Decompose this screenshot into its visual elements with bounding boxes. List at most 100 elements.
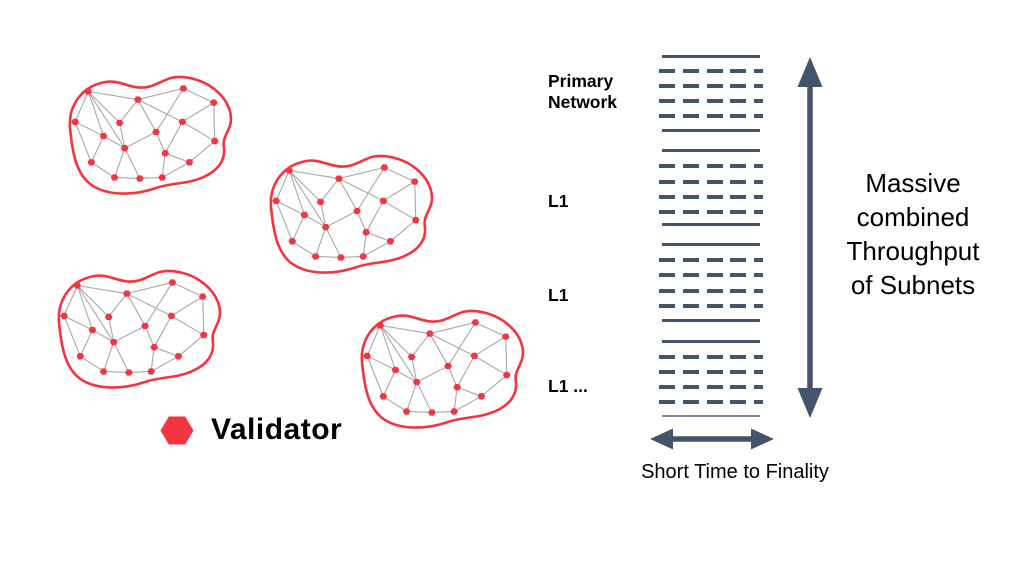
network-edge	[379, 325, 413, 358]
validator-node	[199, 331, 208, 339]
validator-node	[120, 145, 129, 152]
network-edge	[74, 121, 92, 163]
block-boundary-line	[662, 223, 760, 226]
network-edge	[304, 214, 326, 228]
transaction-dash	[659, 164, 675, 168]
transaction-dash	[730, 258, 747, 262]
transaction-dash	[682, 195, 699, 199]
validator-node	[158, 174, 166, 181]
network-edge	[153, 346, 179, 357]
network-edge	[474, 336, 507, 357]
validator-node	[179, 85, 188, 92]
network-edge	[76, 285, 93, 331]
transaction-dash	[706, 210, 723, 214]
validator-node	[471, 319, 480, 326]
validator-node	[161, 150, 170, 157]
validator-node	[150, 344, 159, 351]
network-edge	[292, 240, 316, 257]
validator-node	[353, 207, 361, 215]
transaction-dash	[682, 258, 699, 262]
transaction-dash	[682, 164, 699, 168]
network-edge	[124, 147, 141, 179]
validator-node	[198, 293, 207, 300]
validator-node	[412, 379, 421, 386]
network-edge	[453, 395, 482, 412]
network-edge	[447, 322, 476, 367]
validator-node	[285, 167, 294, 174]
validator-node	[428, 409, 436, 416]
transaction-dash	[730, 69, 747, 73]
network-edge	[171, 296, 204, 317]
validator-node	[470, 352, 479, 359]
validator-node	[84, 88, 93, 95]
network-edge	[189, 140, 216, 163]
transaction-dash	[730, 304, 747, 308]
network-edge	[288, 170, 327, 228]
transaction-dash	[659, 385, 675, 389]
validator-icon	[160, 416, 194, 444]
block-boundary-line	[662, 319, 760, 322]
block-boundary-line	[662, 129, 760, 132]
throughput-line: Throughput	[846, 236, 980, 266]
transaction-dash	[754, 258, 763, 262]
section-label-line: Network	[548, 91, 618, 112]
network-edge	[366, 355, 384, 397]
validator-node	[316, 198, 325, 205]
validator-node	[288, 238, 297, 245]
transaction-dash	[706, 164, 723, 168]
transaction-dash	[730, 273, 747, 277]
network-edge	[481, 374, 508, 397]
transaction-dash	[682, 180, 699, 184]
network-edge	[315, 255, 341, 259]
network-edge	[114, 147, 126, 178]
transaction-dash	[754, 69, 763, 73]
network-edge	[103, 341, 115, 372]
validator-node	[379, 197, 388, 204]
section-label: L1	[548, 285, 568, 306]
validator-node	[178, 118, 187, 125]
transaction-dash	[706, 355, 723, 359]
validator-node	[402, 408, 411, 415]
network-edge	[119, 99, 139, 124]
transaction-dash	[682, 370, 699, 374]
network-edge	[155, 88, 184, 133]
transaction-dash	[730, 84, 747, 88]
network-edge	[379, 325, 418, 383]
network-edge	[63, 315, 93, 331]
validator-node	[109, 339, 118, 346]
transaction-dash-row	[659, 99, 763, 103]
network-edge	[92, 329, 114, 343]
network-edge	[126, 281, 173, 295]
transaction-dash	[754, 355, 763, 359]
transaction-dash	[682, 273, 699, 277]
network-edge	[178, 334, 205, 357]
network-edge	[153, 315, 172, 348]
transaction-dash-row	[659, 164, 763, 168]
transaction-dash	[730, 400, 747, 404]
network-edge	[406, 381, 418, 412]
network-edge	[108, 316, 115, 343]
network-edge	[416, 365, 449, 383]
validator-node	[411, 216, 420, 224]
network-edge	[395, 369, 417, 383]
finality-arrow	[650, 428, 774, 450]
validator-node	[174, 353, 183, 360]
validator-node	[410, 178, 419, 185]
network-edge	[288, 170, 322, 203]
network-edge	[366, 355, 396, 371]
transaction-dash	[754, 273, 763, 277]
network-edge	[291, 214, 305, 242]
validator-node	[501, 333, 510, 340]
network-edge	[406, 410, 432, 414]
transaction-dash-row	[659, 84, 763, 88]
validator-node	[71, 118, 79, 125]
block-boundary-line	[662, 340, 760, 343]
validator-node	[152, 128, 160, 136]
network-edge	[338, 178, 358, 212]
transaction-dash	[682, 69, 699, 73]
transaction-dash	[754, 304, 763, 308]
network-edge	[275, 200, 305, 216]
transaction-dash-row	[659, 370, 763, 374]
block-boundary-line	[662, 415, 760, 417]
validator-node	[115, 119, 124, 126]
